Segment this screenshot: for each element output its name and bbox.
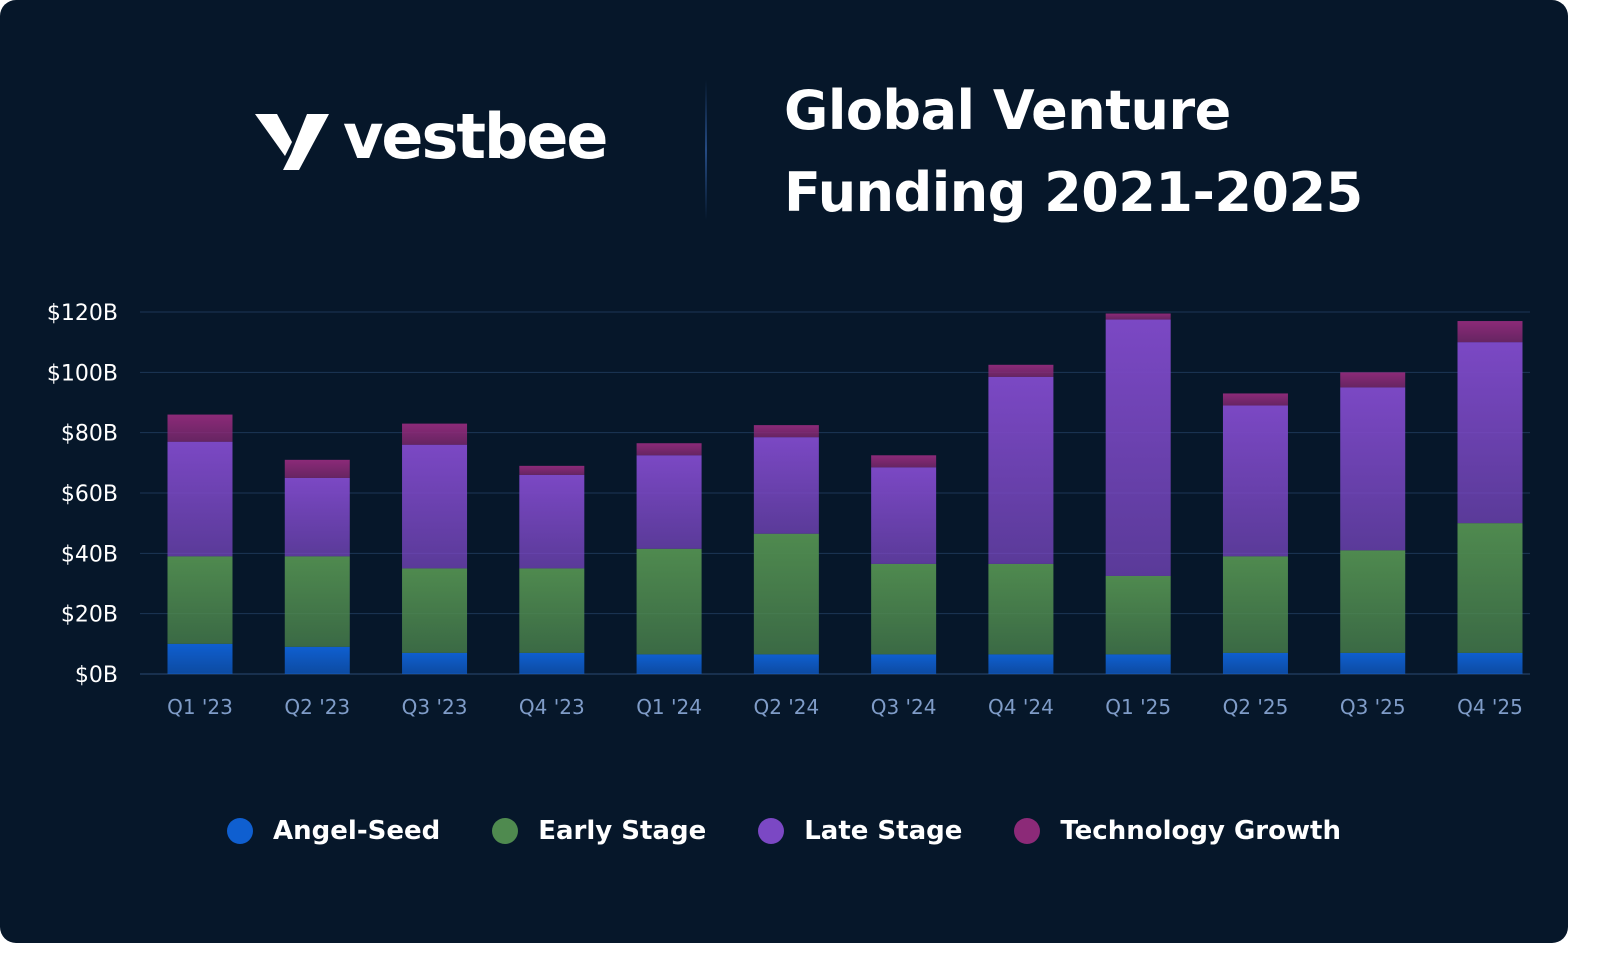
y-tick-label: $0B (75, 663, 118, 688)
bar-segment-technology-growth (988, 364, 1054, 377)
bar-segment-angel-seed (284, 646, 350, 674)
legend: Angel-Seed Early Stage Late Stage Technolog… (0, 816, 1568, 846)
bar-segment-angel-seed (636, 654, 702, 674)
y-tick-label: $40B (61, 542, 118, 567)
bar-segment-late-stage (284, 477, 350, 557)
x-tick-label: Q1 '23 (167, 695, 233, 719)
bar-segment-technology-growth (519, 465, 585, 475)
vestbee-v-icon (255, 114, 329, 170)
bar-segment-angel-seed (167, 643, 233, 674)
x-tick-label: Q3 '23 (402, 695, 468, 719)
bar-segment-early-stage (636, 548, 702, 655)
bar-segment-technology-growth (1457, 321, 1523, 343)
bar-segment-angel-seed (1457, 652, 1523, 674)
bar-segment-technology-growth (753, 425, 819, 438)
x-tick-label: Q4 '25 (1457, 695, 1523, 719)
bar-segment-late-stage (1457, 342, 1523, 524)
bar-segment-early-stage (871, 563, 937, 655)
bar-segment-early-stage (167, 556, 233, 644)
bar-segment-technology-growth (167, 414, 233, 442)
bar-segment-early-stage (988, 563, 1054, 655)
x-tick-label: Q2 '23 (284, 695, 350, 719)
bar-segment-late-stage (519, 474, 585, 569)
bar-segment-late-stage (988, 376, 1054, 564)
y-tick-label: $60B (61, 482, 118, 507)
y-tick-label: $80B (61, 422, 118, 447)
bar-segment-late-stage (167, 441, 233, 557)
bar-segment-late-stage (871, 467, 937, 564)
bar-segment-angel-seed (1222, 652, 1288, 674)
x-tick-label: Q2 '25 (1223, 695, 1289, 719)
bar-segment-technology-growth (1105, 313, 1171, 320)
legend-item: Angel-Seed (227, 816, 440, 846)
bar-segment-early-stage (519, 568, 585, 653)
y-tick-label: $120B (47, 301, 118, 326)
y-tick-label: $100B (47, 361, 118, 386)
x-tick-label: Q1 '24 (636, 695, 702, 719)
bar-segment-late-stage (636, 455, 702, 549)
header-divider (705, 80, 707, 220)
bar-segment-early-stage (1457, 523, 1523, 653)
y-tick-label: $20B (61, 603, 118, 628)
bar-segment-angel-seed (402, 652, 468, 674)
x-tick-label: Q4 '23 (519, 695, 585, 719)
bar-segment-technology-growth (402, 423, 468, 445)
x-tick-label: Q1 '25 (1105, 695, 1171, 719)
legend-item: Technology Growth (1014, 816, 1341, 846)
bar-segment-late-stage (753, 437, 819, 534)
bar-segment-technology-growth (1222, 393, 1288, 406)
brand-name: vestbee (343, 100, 608, 173)
x-tick-label: Q3 '25 (1340, 695, 1406, 719)
bar-segment-early-stage (402, 568, 468, 653)
legend-swatch (227, 818, 254, 844)
bar-segment-angel-seed (871, 654, 937, 674)
legend-item: Early Stage (492, 816, 706, 846)
bar-segment-late-stage (402, 444, 468, 569)
bar-segment-early-stage (753, 533, 819, 655)
x-tick-label: Q4 '24 (988, 695, 1054, 719)
chart-card: vestbee Global Venture Funding 2021-2025… (0, 0, 1568, 943)
bar-segment-early-stage (284, 556, 350, 647)
legend-swatch (492, 818, 519, 844)
bar-segment-angel-seed (753, 654, 819, 674)
x-tick-label: Q2 '24 (753, 695, 819, 719)
bar-segment-angel-seed (1340, 652, 1406, 674)
x-tick-label: Q3 '24 (871, 695, 937, 719)
bar-segment-angel-seed (1105, 654, 1171, 674)
bar-segment-early-stage (1222, 556, 1288, 653)
bar-segment-late-stage (1105, 319, 1171, 576)
legend-item: Late Stage (758, 816, 962, 846)
chart-title: Global Venture Funding 2021-2025 (784, 79, 1363, 224)
bar-segment-angel-seed (519, 652, 585, 674)
bar-segment-early-stage (1105, 575, 1171, 655)
bar-segment-early-stage (1340, 550, 1406, 653)
bar-segment-late-stage (1222, 405, 1288, 557)
bar-segment-angel-seed (988, 654, 1054, 674)
bar-segment-technology-growth (636, 443, 702, 456)
bar-segment-technology-growth (1340, 372, 1406, 388)
legend-swatch (1014, 818, 1041, 844)
legend-label: Late Stage (804, 816, 963, 846)
bar-segment-technology-growth (871, 455, 937, 468)
legend-swatch (758, 818, 785, 844)
legend-label: Angel-Seed (273, 816, 441, 846)
bar-segment-technology-growth (284, 459, 350, 478)
stacked-bar-chart: $0B $20B $40B $60B $80B $100B $120B Q1 '23 Q2 '2… (47, 301, 1530, 719)
legend-label: Early Stage (538, 816, 707, 846)
vestbee-logo: vestbee (255, 106, 608, 172)
bar-segment-late-stage (1340, 387, 1406, 551)
legend-label: Technology Growth (1060, 816, 1341, 846)
